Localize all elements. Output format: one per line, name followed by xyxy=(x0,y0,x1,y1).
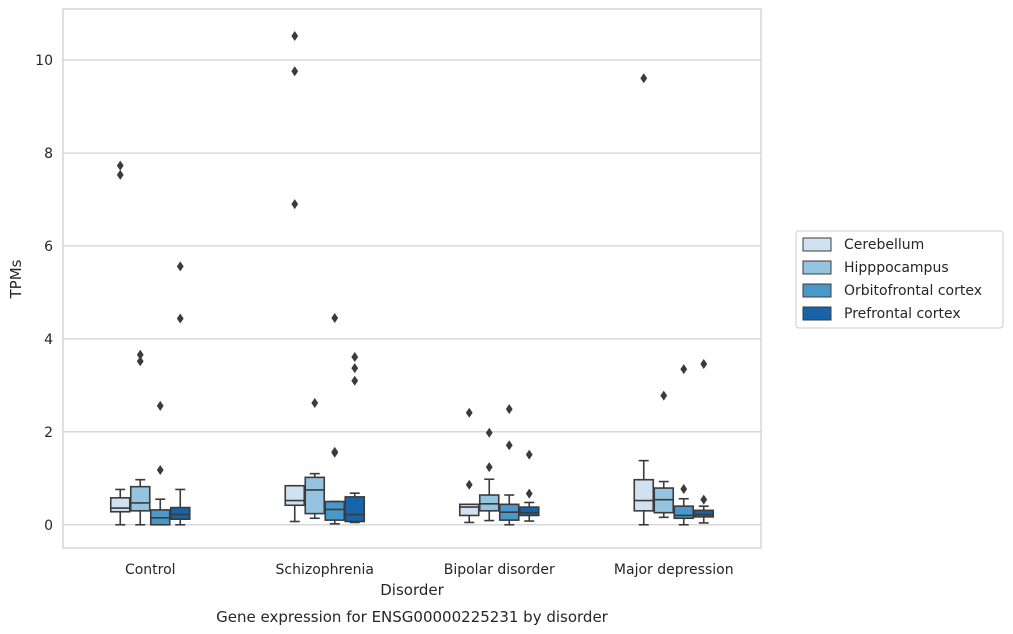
box-hipppocampus xyxy=(478,427,500,522)
box-prefrontal-cortex xyxy=(344,352,366,524)
y-tick-label: 6 xyxy=(44,239,53,255)
y-tick-label: 0 xyxy=(44,518,53,534)
outlier-point xyxy=(136,356,144,367)
legend: Cerebellum Hipppocampus Orbitofrontal cort… xyxy=(795,230,1004,329)
box-iqr xyxy=(304,476,326,515)
outlier-point xyxy=(156,400,164,411)
legend-item-hipppocampus: Hipppocampus xyxy=(802,260,949,276)
box-group-schizophrenia xyxy=(284,30,366,525)
x-tick-label-schizophrenia: Schizophrenia xyxy=(276,562,374,578)
legend-item-prefrontal-cortex: Prefrontal cortex xyxy=(802,306,961,322)
box-iqr xyxy=(693,509,715,518)
outlier-point xyxy=(505,440,513,451)
figure-caption: Gene expression for ENSG00000225231 by d… xyxy=(216,608,609,626)
outlier-point xyxy=(485,462,493,473)
box-prefrontal-cortex xyxy=(693,358,715,524)
box-iqr xyxy=(633,478,655,512)
y-tick-label: 2 xyxy=(44,425,53,441)
box-orbitofrontal-cortex xyxy=(498,404,520,526)
box-prefrontal-cortex xyxy=(169,261,191,526)
box-iqr xyxy=(478,494,500,512)
y-tick-labels: 0 2 4 6 8 10 xyxy=(35,53,53,534)
legend-label: Hipppocampus xyxy=(844,260,949,276)
box-iqr xyxy=(109,497,131,513)
outlier-point xyxy=(525,488,533,499)
legend-item-orbitofrontal-cortex: Orbitofrontal cortex xyxy=(802,283,982,299)
outlier-point xyxy=(700,494,708,505)
box-cerebellum xyxy=(284,30,306,523)
x-tick-labels: Control Schizophrenia Bipolar disorder Majo… xyxy=(125,562,734,578)
outlier-point xyxy=(291,66,299,77)
legend-frame xyxy=(795,230,1004,329)
box-cerebellum xyxy=(458,407,480,524)
box-cerebellum xyxy=(633,73,655,526)
outlier-point xyxy=(311,398,319,409)
outlier-point xyxy=(291,199,299,210)
x-tick-label-major-depression: Major depression xyxy=(614,562,734,578)
outlier-point xyxy=(176,313,184,324)
box-iqr xyxy=(169,506,191,520)
x-axis-title: Disorder xyxy=(380,581,444,599)
outlier-point xyxy=(116,160,124,171)
box-group-control xyxy=(109,160,191,526)
legend-label: Orbitofrontal cortex xyxy=(844,283,982,299)
box-iqr xyxy=(129,485,151,512)
outlier-point xyxy=(176,261,184,272)
outlier-point xyxy=(640,73,648,84)
box-group-major-depression xyxy=(633,73,715,526)
box-orbitofrontal-cortex xyxy=(324,312,346,525)
outlier-point xyxy=(465,479,473,490)
legend-swatch xyxy=(802,306,832,321)
x-tick-label-control: Control xyxy=(125,562,176,578)
legend-swatch xyxy=(802,283,832,298)
outlier-point xyxy=(156,464,164,475)
outlier-point xyxy=(660,390,668,401)
box-hipppocampus xyxy=(129,349,151,526)
y-axis-title: TPMs xyxy=(7,259,25,299)
outlier-point xyxy=(680,364,688,375)
box-iqr xyxy=(518,506,540,517)
box-orbitofrontal-cortex xyxy=(673,364,695,526)
legend-swatch xyxy=(802,237,832,252)
box-cerebellum xyxy=(109,160,131,526)
legend-label: Cerebellum xyxy=(844,237,924,253)
outlier-point xyxy=(351,375,359,386)
y-tick-label: 8 xyxy=(44,146,53,162)
box-orbitofrontal-cortex xyxy=(149,400,171,526)
outlier-point xyxy=(700,358,708,369)
plot-frame xyxy=(62,8,762,549)
legend-label: Prefrontal cortex xyxy=(844,306,961,322)
outlier-point xyxy=(331,312,339,323)
outlier-point xyxy=(485,427,493,438)
box-plot-groups xyxy=(109,30,715,526)
outlier-point xyxy=(116,169,124,180)
outlier-point xyxy=(351,352,359,363)
outlier-point xyxy=(351,363,359,374)
x-tick-label-bipolar-disorder: Bipolar disorder xyxy=(444,562,555,578)
legend-swatch xyxy=(802,260,832,275)
outlier-point xyxy=(465,407,473,418)
outlier-point xyxy=(505,404,513,415)
outlier-point xyxy=(525,449,533,460)
outlier-point xyxy=(680,483,688,494)
box-iqr xyxy=(324,500,346,521)
plot-area xyxy=(63,9,761,548)
box-iqr xyxy=(458,503,480,517)
box-iqr xyxy=(344,496,366,523)
legend-item-cerebellum: Cerebellum xyxy=(802,237,924,253)
box-hipppocampus xyxy=(653,390,675,519)
box-group-bipolar-disorder xyxy=(458,404,540,526)
box-iqr xyxy=(673,505,695,520)
y-tick-label: 4 xyxy=(44,332,53,348)
box-hipppocampus xyxy=(304,398,326,520)
outlier-point xyxy=(331,446,339,457)
box-iqr xyxy=(284,484,306,507)
outlier-point xyxy=(291,30,299,41)
y-tick-label: 10 xyxy=(35,53,53,69)
outlier-point xyxy=(136,349,144,360)
box-prefrontal-cortex xyxy=(518,449,540,522)
